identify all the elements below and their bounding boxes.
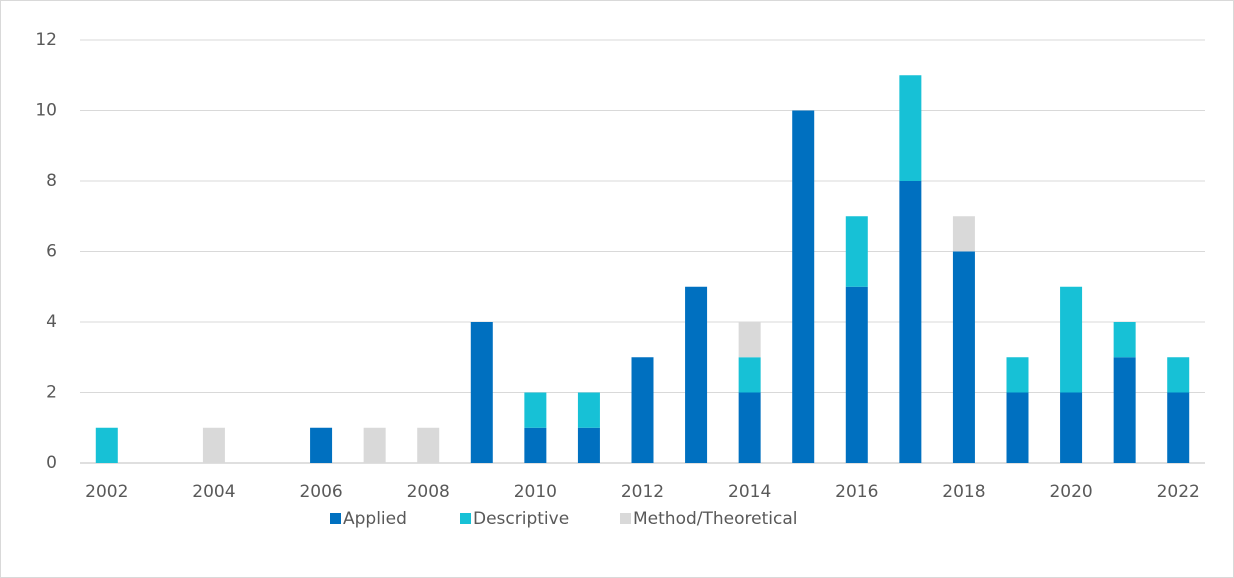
bar-segment — [524, 392, 547, 428]
x-tick-label: 2010 — [514, 482, 557, 502]
bar-segment — [1006, 357, 1029, 393]
x-tick-label: 2014 — [728, 482, 771, 502]
bar-segment — [738, 392, 761, 463]
legend-label: Method/Theoretical — [633, 509, 797, 529]
legend-label: Descriptive — [473, 509, 569, 529]
y-tick-label: 2 — [46, 383, 57, 403]
y-tick-label: 10 — [35, 101, 57, 121]
bar-segment — [202, 427, 225, 463]
bar-segment — [738, 357, 761, 393]
bar-segment — [577, 427, 600, 463]
x-tick-label: 2020 — [1049, 482, 1092, 502]
bar-segment — [1167, 392, 1190, 463]
bar-segment — [952, 216, 975, 252]
bar-segment — [1113, 357, 1136, 463]
bar-segment — [738, 322, 761, 358]
x-tick-label: 2012 — [621, 482, 664, 502]
y-tick-label: 12 — [35, 30, 57, 50]
x-tick-label: 2018 — [942, 482, 985, 502]
legend-label: Applied — [343, 509, 407, 529]
bar-segment — [1060, 392, 1083, 463]
bar-segment — [524, 427, 547, 463]
x-tick-label: 2008 — [407, 482, 450, 502]
bar-segment — [1006, 392, 1029, 463]
legend-swatch — [330, 513, 341, 524]
bar-segment — [417, 427, 440, 463]
bar-segment — [685, 286, 708, 463]
bar-segment — [310, 427, 333, 463]
bar-segment — [470, 322, 493, 463]
bar-segment — [845, 286, 868, 463]
bar-segment — [899, 75, 922, 181]
bar-segment — [1167, 357, 1190, 393]
bar-segment — [1060, 286, 1083, 393]
y-tick-label: 0 — [46, 453, 57, 473]
legend-swatch — [460, 513, 471, 524]
bar-segment — [845, 216, 868, 287]
x-tick-label: 2006 — [299, 482, 342, 502]
x-tick-label: 2002 — [85, 482, 128, 502]
bar-segment — [95, 427, 118, 463]
bar-segment — [577, 392, 600, 428]
y-tick-label: 6 — [46, 242, 57, 262]
bar-segment — [899, 181, 922, 463]
bar-segment — [792, 110, 815, 463]
y-tick-label: 4 — [46, 312, 57, 332]
bar-segment — [1113, 322, 1136, 358]
x-tick-label: 2016 — [835, 482, 878, 502]
bar-segment — [952, 251, 975, 463]
y-tick-label: 8 — [46, 171, 57, 191]
bar-segment — [631, 357, 654, 463]
x-tick-label: 2022 — [1157, 482, 1200, 502]
legend-swatch — [620, 513, 631, 524]
bar-segment — [363, 427, 386, 463]
x-tick-label: 2004 — [192, 482, 235, 502]
